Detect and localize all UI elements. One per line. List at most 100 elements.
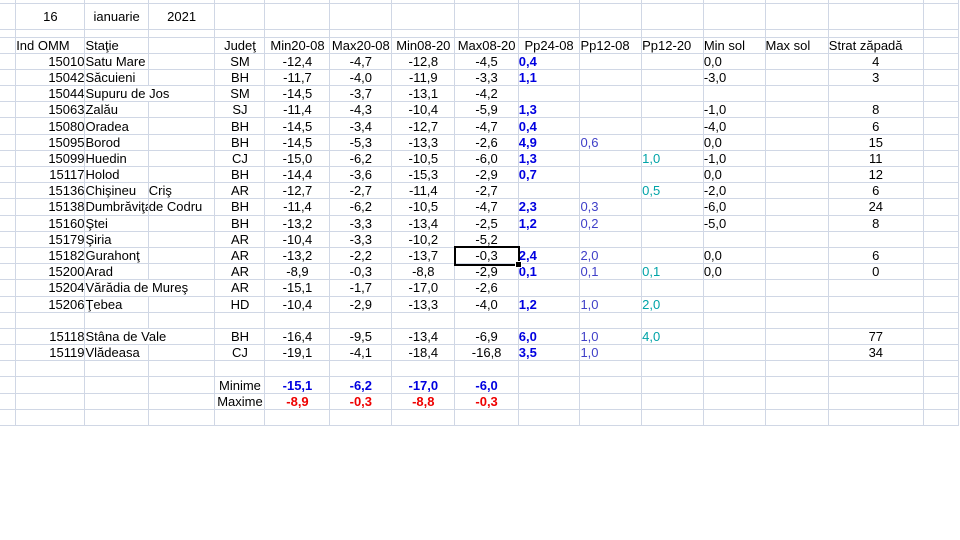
cell-15182-pp1220[interactable] (641, 247, 704, 265)
cell-15200-max2008[interactable]: -0,3 (329, 263, 393, 281)
header-judet[interactable]: Judeţ (214, 37, 266, 54)
cell-empty[interactable] (703, 3, 766, 30)
cell-empty[interactable] (828, 409, 924, 427)
cell-15080-strat[interactable]: 6 (828, 117, 924, 135)
cell-empty[interactable] (0, 263, 17, 281)
cell-empty[interactable] (0, 85, 17, 103)
cell-15206-maxsol[interactable] (765, 296, 829, 313)
cell-empty[interactable] (329, 29, 393, 38)
cell-15099-id[interactable]: 15099 (15, 150, 86, 168)
cell-15118-minsol[interactable] (703, 328, 766, 346)
cell-empty[interactable] (84, 360, 149, 378)
cell-empty[interactable] (828, 3, 924, 30)
cell-15160-max0820[interactable]: -2,5 (454, 215, 519, 232)
cell-empty[interactable] (0, 328, 17, 346)
cell-empty[interactable] (765, 3, 829, 30)
cell-15010-station2[interactable] (148, 53, 216, 70)
cell-empty[interactable] (0, 117, 17, 135)
cell-empty[interactable] (828, 29, 924, 38)
cell-empty[interactable] (765, 312, 829, 329)
cell-empty[interactable] (391, 3, 456, 30)
cell-15179-max0820[interactable]: -5,2 (454, 231, 519, 248)
cell-15118-judet[interactable]: BH (214, 328, 266, 346)
cell-15099-max0820[interactable]: -6,0 (454, 150, 519, 168)
cell-15200-pp2408[interactable]: 0,1 (518, 263, 581, 281)
cell-empty[interactable] (0, 150, 17, 168)
cell-15182-station2[interactable] (148, 247, 216, 265)
cell-15099-pp1208[interactable] (579, 150, 643, 168)
cell-15200-maxsol[interactable] (765, 263, 829, 281)
cell-empty[interactable] (765, 0, 829, 4)
cell-15042-id[interactable]: 15042 (15, 69, 86, 87)
cell-15042-max0820[interactable]: -3,3 (454, 69, 519, 87)
cell-15118-min2008[interactable]: -16,4 (264, 328, 331, 346)
cell-15044-maxsol[interactable] (765, 85, 829, 103)
cell-15206-minsol[interactable] (703, 296, 766, 313)
cell-empty[interactable] (0, 360, 17, 378)
cell-15042-pp2408[interactable]: 1,1 (518, 69, 581, 87)
cell-15160-maxsol[interactable] (765, 215, 829, 232)
cell-empty[interactable] (15, 0, 86, 4)
cell-15179-id[interactable]: 15179 (15, 231, 86, 248)
cell-15117-station[interactable]: Holod (84, 166, 149, 184)
cell-empty[interactable] (923, 393, 959, 410)
cell-15160-judet[interactable]: BH (214, 215, 266, 232)
cell-empty[interactable] (923, 166, 959, 184)
cell-15063-min2008[interactable]: -11,4 (264, 101, 331, 119)
cell-15160-pp2408[interactable]: 1,2 (518, 215, 581, 232)
cell-15044-id[interactable]: 15044 (15, 85, 86, 103)
cell-empty[interactable] (15, 312, 86, 329)
cell-15063-judet[interactable]: SJ (214, 101, 266, 119)
cell-15117-max2008[interactable]: -3,6 (329, 166, 393, 184)
cell-empty[interactable] (214, 0, 266, 4)
cell-15204-strat[interactable] (828, 279, 924, 297)
cell-empty[interactable] (703, 0, 766, 4)
cell-empty[interactable] (923, 328, 959, 346)
cell-15204-min0820[interactable]: -17,0 (391, 279, 456, 297)
cell-15099-station[interactable]: Huedin (84, 150, 149, 168)
cell-max-min2008[interactable]: -8,9 (264, 393, 331, 410)
cell-15010-min2008[interactable]: -12,4 (264, 53, 331, 70)
cell-15117-max0820[interactable]: -2,9 (454, 166, 519, 184)
cell-empty[interactable] (923, 360, 959, 378)
header-pp24-08[interactable]: Pp24-08 (518, 37, 581, 54)
cell-15119-pp1208[interactable]: 1,0 (579, 344, 643, 362)
cell-empty[interactable] (518, 360, 581, 378)
cell-empty[interactable] (0, 279, 17, 297)
cell-15179-min2008[interactable]: -10,4 (264, 231, 331, 248)
cell-15179-maxsol[interactable] (765, 231, 829, 248)
cell-empty[interactable] (15, 360, 86, 378)
cell-empty[interactable] (923, 247, 959, 265)
cell-15119-pp2408[interactable]: 3,5 (518, 344, 581, 362)
cell-15095-strat[interactable]: 15 (828, 134, 924, 151)
cell-min-min0820[interactable]: -17,0 (391, 376, 456, 394)
cell-empty[interactable] (148, 393, 216, 410)
cell-15119-id[interactable]: 15119 (15, 344, 86, 362)
cell-15138-station[interactable]: Dumbrăviţa (84, 198, 149, 216)
cell-15042-station2[interactable] (148, 69, 216, 87)
cell-15063-station2[interactable] (148, 101, 216, 119)
cell-empty[interactable] (84, 0, 149, 4)
header-max20-08[interactable]: Max20-08 (329, 37, 393, 54)
cell-empty[interactable] (0, 182, 17, 200)
cell-empty[interactable] (641, 3, 704, 30)
cell-15138-judet[interactable]: BH (214, 198, 266, 216)
cell-empty[interactable] (923, 182, 959, 200)
cell-empty[interactable] (15, 376, 86, 394)
cell-empty[interactable] (391, 29, 456, 38)
cell-15117-minsol[interactable]: 0,0 (703, 166, 766, 184)
cell-empty[interactable] (0, 409, 17, 427)
cell-15204-pp1208[interactable] (579, 279, 643, 297)
cell-15099-min0820[interactable]: -10,5 (391, 150, 456, 168)
cell-15080-id[interactable]: 15080 (15, 117, 86, 135)
cell-15138-pp2408[interactable]: 2,3 (518, 198, 581, 216)
cell-empty[interactable] (148, 0, 216, 4)
cell-15010-min0820[interactable]: -12,8 (391, 53, 456, 70)
cell-empty[interactable] (518, 29, 581, 38)
cell-15204-station[interactable]: Vărădia de Mureş (84, 279, 216, 297)
cell-15160-min2008[interactable]: -13,2 (264, 215, 331, 232)
cell-empty[interactable] (84, 376, 149, 394)
cell-15117-pp2408[interactable]: 0,7 (518, 166, 581, 184)
cell-15119-station[interactable]: Vlădeasa (84, 344, 149, 362)
cell-15179-min0820[interactable]: -10,2 (391, 231, 456, 248)
